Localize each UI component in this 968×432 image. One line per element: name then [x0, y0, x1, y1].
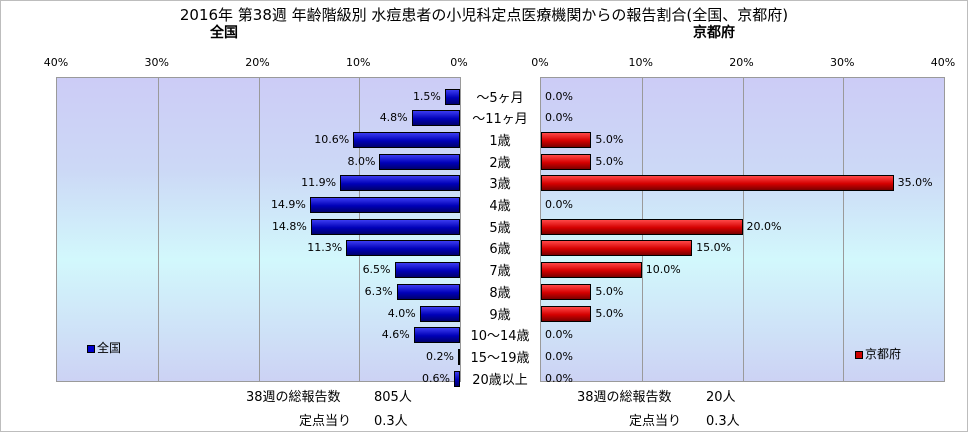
national-bar	[411, 110, 460, 127]
kyoto-data-label: 10.0%	[645, 263, 681, 277]
national-data-label: 8.0%	[347, 154, 376, 168]
age-category-label: 4歳	[489, 199, 511, 214]
national-data-label: 1.5%	[412, 89, 441, 103]
x-tick-label: 40%	[930, 56, 956, 69]
national-bar	[379, 153, 460, 170]
kyoto-data-label: 5.0%	[595, 284, 624, 298]
national-legend-swatch	[87, 344, 95, 353]
national-legend: 全国	[87, 339, 121, 356]
gridline	[843, 78, 845, 381]
kyoto-per-value: 0.3人	[706, 414, 740, 429]
kyoto-data-label: 35.0%	[897, 176, 933, 190]
national-data-label: 0.2%	[426, 349, 454, 363]
age-category-label: 15～19歳	[470, 350, 530, 366]
kyoto-data-label: 15.0%	[696, 241, 732, 255]
national-per-value: 0.3人	[374, 414, 408, 429]
national-data-label: 14.8%	[271, 219, 307, 233]
kyoto-data-label: 0.0%	[545, 198, 573, 211]
gridline	[157, 78, 159, 381]
kyoto-data-label: 0.0%	[545, 111, 573, 125]
kyoto-bar	[541, 262, 642, 279]
age-category-label: 1歳	[489, 133, 511, 149]
national-total-label: 38週の総報告数	[246, 390, 341, 405]
x-tick-label: 20%	[729, 56, 754, 69]
x-tick-label: 0%	[450, 56, 468, 69]
right-chart-header: 京都府	[693, 25, 735, 41]
kyoto-bar	[541, 283, 592, 300]
kyoto-plot-area: 0.0% 0.0% 5.0% 5.0% 35.0% 0.0% 20.0% 15.0% 10.0%…	[540, 77, 945, 385]
national-bar	[396, 283, 460, 300]
gridline	[258, 78, 260, 381]
national-bar	[457, 348, 460, 365]
age-category-label: 5歳	[489, 220, 511, 236]
kyoto-data-label: 5.0%	[595, 132, 624, 146]
national-data-label: 4.0%	[387, 306, 416, 320]
age-category-label: 10～14歳	[470, 329, 530, 345]
national-data-label: 0.6%	[422, 371, 450, 385]
kyoto-legend-swatch	[855, 350, 863, 359]
age-category-label: 20歳以上	[472, 372, 528, 388]
national-data-label: 6.3%	[364, 284, 393, 298]
kyoto-data-label: 5.0%	[595, 306, 624, 320]
gridline	[742, 78, 744, 381]
national-bar	[453, 370, 460, 387]
national-data-label: 11.9%	[301, 176, 337, 190]
x-tick-label: 0%	[531, 56, 549, 69]
age-category-label: 2歳	[489, 155, 511, 171]
national-bar	[353, 131, 460, 148]
x-tick-label: 20%	[245, 56, 270, 69]
kyoto-total-label: 38週の総報告数	[577, 390, 672, 405]
kyoto-data-label: 20.0%	[746, 219, 782, 233]
kyoto-bar	[541, 240, 693, 257]
kyoto-bar	[541, 218, 743, 235]
national-data-label: 4.8%	[379, 111, 408, 125]
national-data-label: 4.6%	[381, 328, 410, 342]
x-tick-label: 10%	[346, 56, 371, 69]
national-bar	[346, 240, 460, 257]
national-plot-area: 1.5% 4.8% 10.6% 8.0% 11.9% 14.9% 14.8% 11.3% 6.5…	[56, 77, 461, 387]
kyoto-data-label: 5.0%	[595, 154, 624, 168]
kyoto-data-label: 0.0%	[545, 328, 573, 342]
age-category-label: 3歳	[489, 177, 511, 193]
kyoto-data-label: 0.0%	[545, 371, 573, 385]
national-bar	[394, 262, 460, 279]
x-tick-label: 40%	[43, 56, 69, 69]
national-bar	[444, 88, 460, 105]
kyoto-bar	[541, 175, 894, 192]
x-tick-label: 30%	[830, 56, 855, 69]
x-tick-label: 30%	[144, 56, 169, 69]
age-category-label: ～5ヶ月	[476, 90, 524, 106]
kyoto-bar	[541, 153, 592, 170]
age-category-label: 8歳	[489, 285, 511, 301]
national-bar	[340, 175, 460, 192]
kyoto-total-value: 20人	[706, 390, 736, 405]
national-bar	[310, 218, 460, 235]
national-per-label: 定点当り	[299, 414, 352, 429]
age-category-label: 9歳	[489, 307, 511, 323]
kyoto-bar	[541, 131, 592, 148]
national-data-label: 11.3%	[307, 241, 343, 255]
national-bar	[309, 197, 460, 213]
age-category-label: 6歳	[489, 242, 511, 258]
national-bar	[413, 327, 460, 344]
age-category-label: ～11ヶ月	[472, 112, 528, 128]
national-total-value: 805人	[374, 390, 412, 405]
kyoto-per-label: 定点当り	[629, 414, 682, 429]
age-category-label: 7歳	[489, 264, 511, 280]
kyoto-data-label: 0.0%	[545, 349, 573, 363]
national-bar	[419, 305, 460, 322]
kyoto-legend-label: 京都府	[865, 347, 902, 361]
national-data-label: 10.6%	[314, 132, 350, 146]
chart-title: 2016年 第38週 年齢階級別 水痘患者の小児科定点医療機関からの報告割合(全…	[179, 6, 789, 24]
national-legend-label: 全国	[97, 341, 122, 355]
national-data-label: 14.9%	[270, 198, 306, 211]
national-data-label: 6.5%	[362, 263, 391, 277]
x-tick-label: 10%	[628, 56, 653, 69]
kyoto-data-label: 0.0%	[545, 89, 573, 103]
kyoto-bar	[541, 305, 592, 322]
left-chart-header: 全国	[210, 25, 238, 41]
kyoto-legend: 京都府	[855, 345, 901, 362]
